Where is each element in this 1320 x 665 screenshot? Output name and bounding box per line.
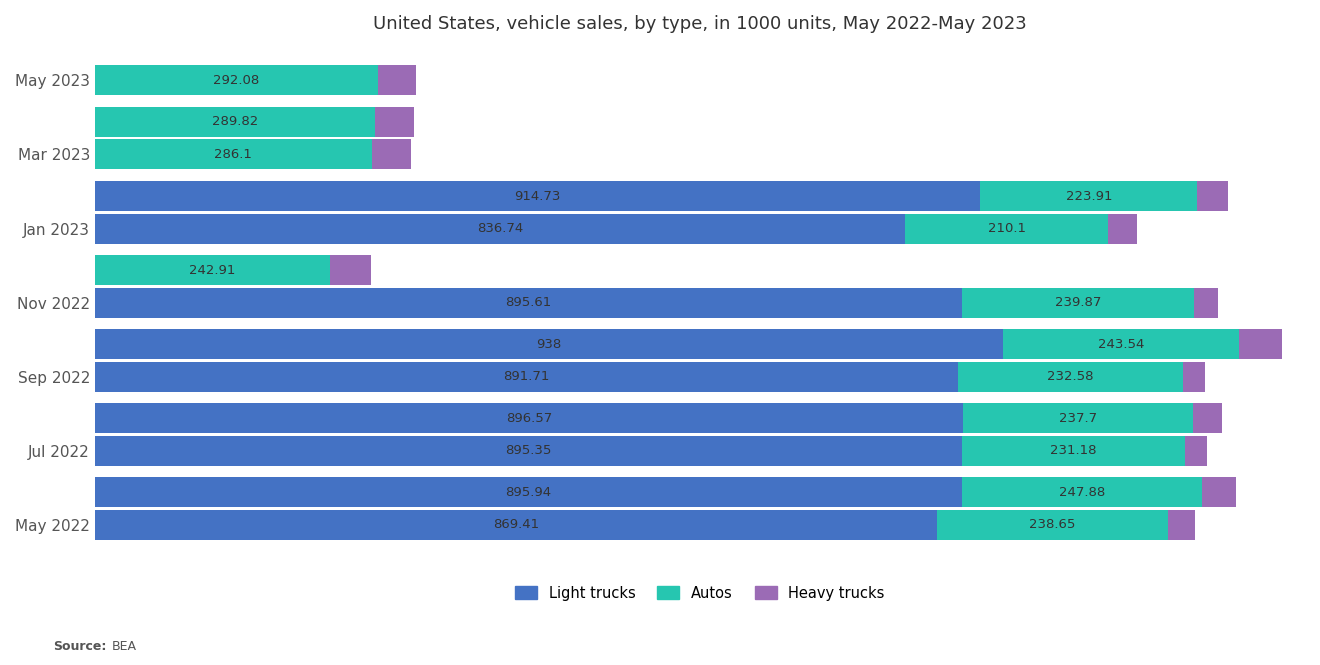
Bar — [1003, 329, 1238, 359]
Text: 247.88: 247.88 — [1059, 486, 1105, 499]
Text: 210.1: 210.1 — [987, 222, 1026, 235]
Bar — [95, 510, 937, 540]
Text: 895.94: 895.94 — [506, 486, 552, 499]
Bar — [962, 288, 1195, 318]
Bar — [981, 181, 1197, 211]
Text: BEA: BEA — [112, 640, 137, 654]
Text: 938: 938 — [536, 338, 561, 350]
Bar — [95, 477, 962, 507]
Text: 289.82: 289.82 — [213, 116, 259, 128]
Bar — [1197, 181, 1228, 211]
Text: 223.91: 223.91 — [1065, 190, 1111, 203]
Bar — [95, 329, 1003, 359]
Text: 239.87: 239.87 — [1055, 296, 1101, 309]
Bar — [1238, 329, 1282, 359]
Bar — [372, 140, 411, 170]
Text: 242.91: 242.91 — [189, 263, 236, 277]
Legend: Light trucks, Autos, Heavy trucks: Light trucks, Autos, Heavy trucks — [510, 580, 891, 606]
Bar — [95, 65, 378, 95]
Bar — [1195, 288, 1218, 318]
Text: 869.41: 869.41 — [492, 519, 539, 531]
Text: 895.61: 895.61 — [506, 296, 552, 309]
Bar — [937, 510, 1168, 540]
Text: 232.58: 232.58 — [1048, 370, 1094, 383]
Bar — [962, 477, 1203, 507]
Bar — [95, 255, 330, 285]
Text: 896.57: 896.57 — [506, 412, 552, 425]
Bar — [906, 213, 1109, 243]
Bar — [330, 255, 371, 285]
Text: 237.7: 237.7 — [1059, 412, 1097, 425]
Bar — [962, 436, 1185, 466]
Bar — [378, 65, 416, 95]
Bar — [375, 107, 414, 137]
Bar — [1168, 510, 1195, 540]
Text: 836.74: 836.74 — [477, 222, 523, 235]
Text: 238.65: 238.65 — [1028, 519, 1076, 531]
Bar — [95, 181, 981, 211]
Text: 914.73: 914.73 — [515, 190, 561, 203]
Bar — [95, 107, 375, 137]
Text: 895.35: 895.35 — [506, 444, 552, 458]
Text: 231.18: 231.18 — [1051, 444, 1097, 458]
Bar — [962, 404, 1193, 434]
Text: Source:: Source: — [53, 640, 106, 654]
Text: 891.71: 891.71 — [503, 370, 549, 383]
Bar — [95, 213, 906, 243]
Bar — [958, 362, 1183, 392]
Text: 286.1: 286.1 — [214, 148, 252, 161]
Bar — [1183, 362, 1205, 392]
Text: 243.54: 243.54 — [1098, 338, 1144, 350]
Bar — [1109, 213, 1138, 243]
Bar — [95, 362, 958, 392]
Bar — [1193, 404, 1222, 434]
Bar — [95, 436, 962, 466]
Bar — [95, 288, 962, 318]
Bar — [1203, 477, 1236, 507]
Bar — [95, 404, 962, 434]
Bar — [1185, 436, 1206, 466]
Text: 292.08: 292.08 — [213, 74, 259, 87]
Bar — [95, 140, 372, 170]
Title: United States, vehicle sales, by type, in 1000 units, May 2022-May 2023: United States, vehicle sales, by type, i… — [374, 15, 1027, 33]
